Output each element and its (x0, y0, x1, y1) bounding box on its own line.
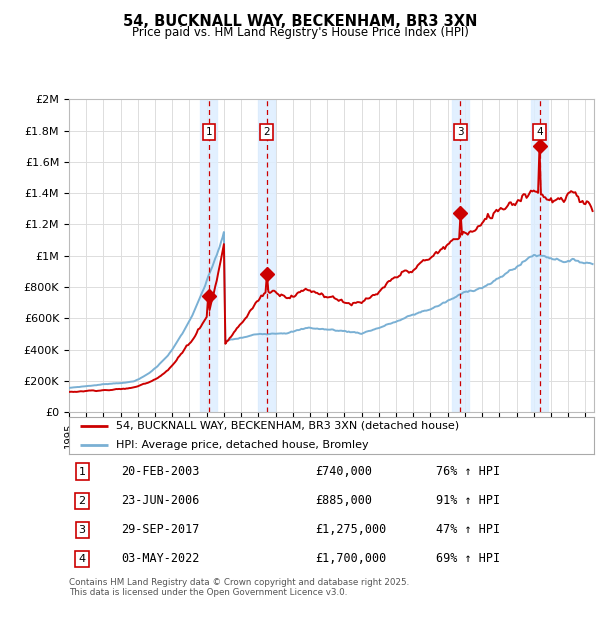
Text: 69% ↑ HPI: 69% ↑ HPI (437, 552, 500, 565)
Text: 54, BUCKNALL WAY, BECKENHAM, BR3 3XN (detached house): 54, BUCKNALL WAY, BECKENHAM, BR3 3XN (de… (116, 421, 460, 431)
Text: 3: 3 (457, 127, 464, 137)
Text: £740,000: £740,000 (316, 465, 373, 478)
Text: 1: 1 (79, 466, 86, 477)
Text: Contains HM Land Registry data © Crown copyright and database right 2025.
This d: Contains HM Land Registry data © Crown c… (69, 578, 409, 597)
Text: 3: 3 (79, 525, 86, 535)
Text: 03-MAY-2022: 03-MAY-2022 (121, 552, 200, 565)
Text: 4: 4 (536, 127, 543, 137)
Bar (531, 99, 548, 412)
Text: 54, BUCKNALL WAY, BECKENHAM, BR3 3XN: 54, BUCKNALL WAY, BECKENHAM, BR3 3XN (123, 14, 477, 29)
Text: 4: 4 (79, 554, 86, 564)
Bar (452, 99, 469, 412)
Bar (200, 99, 217, 412)
Text: 91% ↑ HPI: 91% ↑ HPI (437, 494, 500, 507)
Text: £1,700,000: £1,700,000 (316, 552, 387, 565)
Text: HPI: Average price, detached house, Bromley: HPI: Average price, detached house, Brom… (116, 440, 369, 450)
Text: £885,000: £885,000 (316, 494, 373, 507)
Text: £1,275,000: £1,275,000 (316, 523, 387, 536)
Text: 23-JUN-2006: 23-JUN-2006 (121, 494, 200, 507)
Text: 1: 1 (205, 127, 212, 137)
Text: 47% ↑ HPI: 47% ↑ HPI (437, 523, 500, 536)
Text: 20-FEB-2003: 20-FEB-2003 (121, 465, 200, 478)
Text: 2: 2 (263, 127, 270, 137)
Text: 76% ↑ HPI: 76% ↑ HPI (437, 465, 500, 478)
Bar (258, 99, 275, 412)
Text: 29-SEP-2017: 29-SEP-2017 (121, 523, 200, 536)
Text: 2: 2 (79, 495, 86, 506)
Text: Price paid vs. HM Land Registry's House Price Index (HPI): Price paid vs. HM Land Registry's House … (131, 26, 469, 39)
